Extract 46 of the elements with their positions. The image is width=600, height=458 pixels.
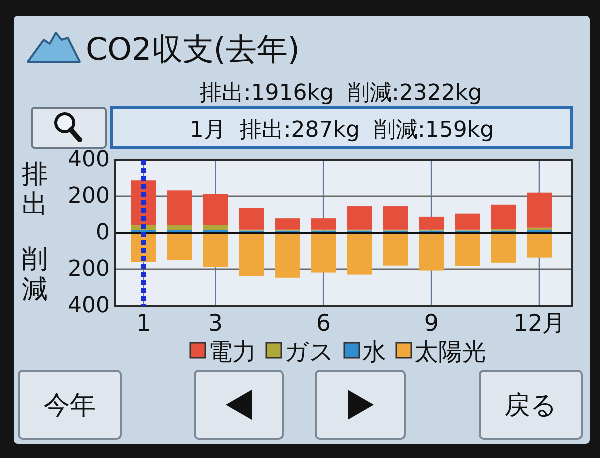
text: 戻る — [504, 391, 558, 421]
bar — [491, 204, 516, 230]
legend-label: ガス — [284, 338, 334, 366]
bar — [527, 228, 552, 230]
bar — [347, 233, 372, 275]
bar — [491, 233, 516, 263]
bar — [419, 216, 444, 230]
x-tick-label: 9 — [424, 311, 439, 337]
x-tick-label: 6 — [316, 311, 332, 337]
y-tick-label: 400 — [68, 148, 110, 172]
text: 1月 排出:287kg 削減:159kg — [190, 118, 494, 143]
y-tick-label: 200 — [68, 184, 110, 209]
bar — [167, 233, 192, 260]
bar — [383, 233, 408, 266]
y-tick-label: 0 — [96, 220, 110, 246]
bar — [311, 233, 336, 273]
chart-title: CO2収支(去年) — [86, 32, 300, 68]
legend-label: 水 — [362, 338, 386, 366]
bar — [527, 233, 552, 258]
bar — [455, 233, 480, 266]
bar — [239, 233, 264, 276]
bar — [455, 214, 480, 230]
bar — [527, 192, 552, 228]
y-tick-label: 400 — [68, 294, 110, 318]
bar — [419, 233, 444, 271]
bar — [347, 206, 372, 230]
bar — [203, 194, 228, 226]
bar — [383, 206, 408, 230]
bar — [275, 218, 300, 230]
bar — [167, 225, 192, 230]
text: 排出 — [22, 160, 48, 220]
text: 削減 — [22, 245, 48, 305]
legend-label: 電力 — [208, 338, 256, 366]
x-tick-label: 1 — [136, 311, 152, 337]
bar — [203, 233, 228, 268]
y-tick-label: 200 — [68, 257, 110, 282]
bar — [275, 233, 300, 278]
bar — [239, 208, 264, 230]
chart-subtitle: 排出:1916kg 削減:2322kg — [200, 81, 482, 106]
text: 今年 — [44, 391, 96, 421]
x-tick-label: 3 — [208, 311, 224, 337]
bar — [167, 190, 192, 226]
bar — [203, 225, 228, 230]
x-tick-label: 12月 — [513, 311, 566, 337]
bar — [311, 218, 336, 230]
legend-label: 太陽光 — [414, 338, 486, 366]
